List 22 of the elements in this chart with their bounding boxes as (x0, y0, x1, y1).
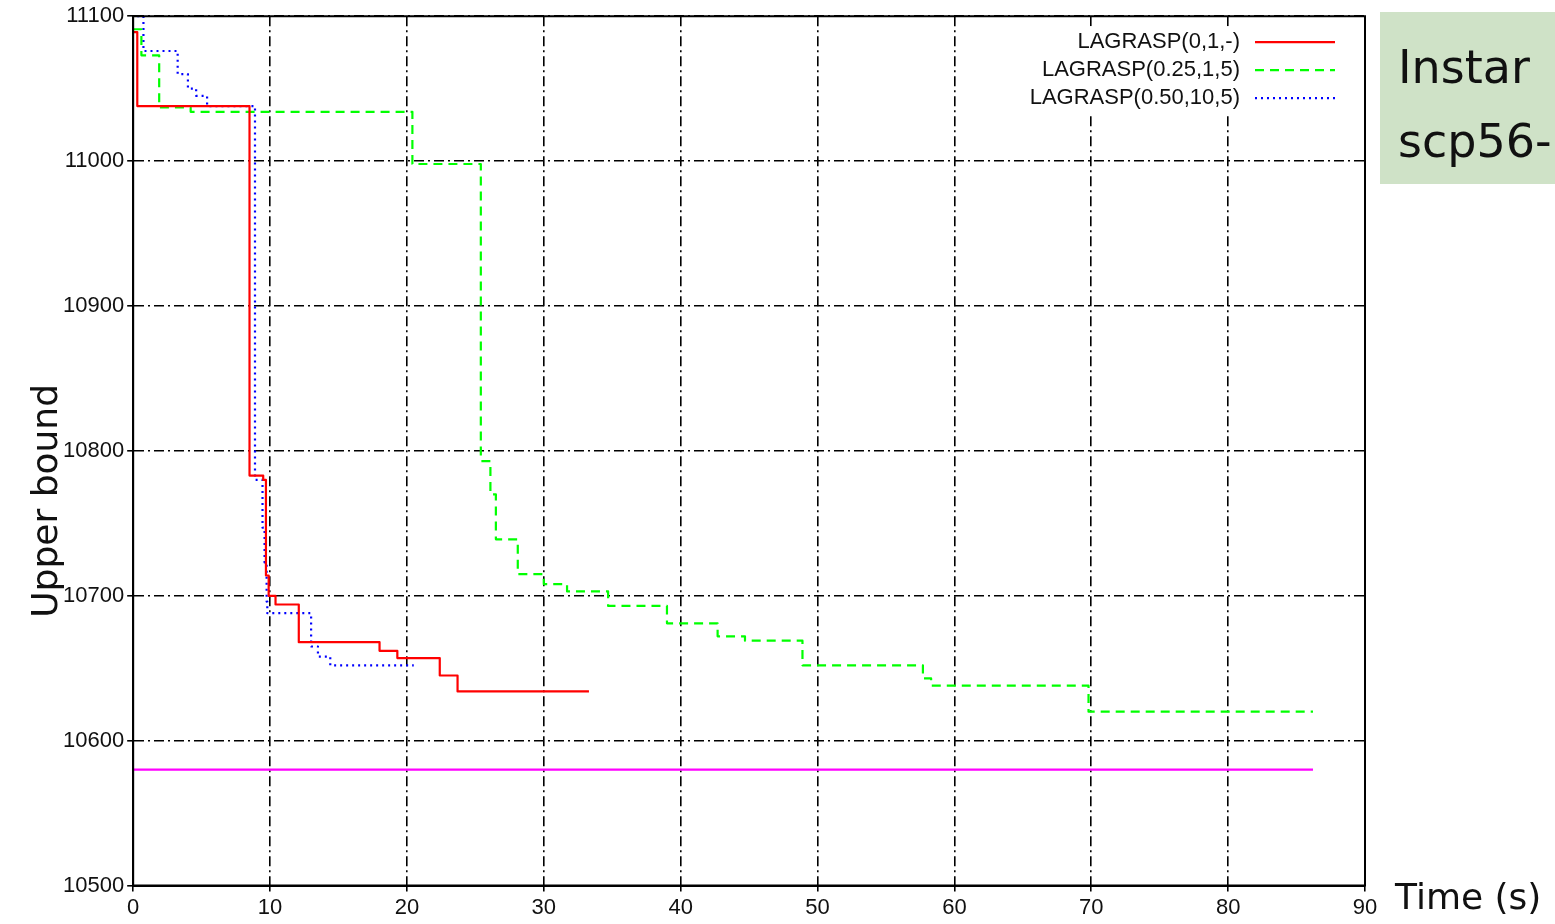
x-axis-title: Time (s) (1394, 876, 1542, 918)
y-tick-label: 10800 (62, 436, 125, 462)
legend-label: LAGRASP(0,1,-) (1077, 28, 1240, 54)
y-tick-label: 11100 (66, 2, 125, 28)
x-tick-label: 80 (1215, 893, 1241, 919)
x-tick-label: 20 (394, 893, 420, 919)
y-tick-label: 10900 (62, 292, 125, 318)
x-tick-label: 0 (127, 893, 140, 919)
legend-label: LAGRASP(0.25,1,5) (1041, 56, 1240, 82)
y-tick-label: 10500 (62, 871, 125, 897)
x-tick-label: 70 (1079, 893, 1104, 919)
y-tick-label: 10600 (62, 726, 125, 752)
y-tick-label: 11000 (64, 147, 125, 173)
x-tick-label: 50 (805, 893, 830, 919)
legend-label: LAGRASP(0.50,10,5) (1029, 84, 1240, 110)
text: scp56- (1398, 113, 1553, 170)
x-tick-label: 10 (257, 893, 283, 919)
x-tick-label: 40 (668, 893, 693, 919)
x-tick-label: 30 (531, 893, 557, 919)
x-tick-label: 60 (942, 893, 967, 919)
text: Instar (1398, 39, 1531, 96)
x-tick-label: 90 (1352, 893, 1378, 919)
